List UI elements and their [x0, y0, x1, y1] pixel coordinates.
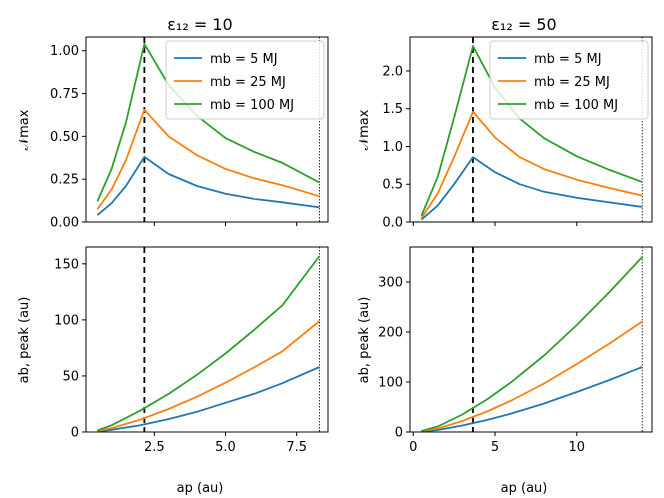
ytick-label: 0.25	[50, 173, 79, 188]
xtick-label: 5.0	[215, 440, 236, 455]
ytick-label: 150	[54, 257, 79, 272]
legend-label: mb = 100 MJ	[534, 98, 618, 113]
legend-box	[165, 40, 325, 120]
title-left: ε₁₂ = 10	[167, 15, 232, 34]
xtick-label: 7.5	[286, 440, 307, 455]
series-line-3	[97, 255, 321, 432]
ytick-label: 50	[62, 369, 79, 384]
plot-frame	[85, 246, 329, 433]
series-line-2	[420, 110, 643, 219]
ylabel-top-left: 𝒩max	[17, 109, 32, 150]
title-right: ε₁₂ = 50	[491, 15, 556, 34]
ytick-label: 0.0	[382, 216, 403, 231]
xtick-label: 0	[409, 440, 417, 455]
legend-label: mb = 5 MJ	[210, 52, 278, 67]
panel-bottom-left: 0 50 100 150 2.5 5.0 7.5	[54, 246, 329, 455]
ytick-label: 1.0	[382, 140, 403, 155]
series-line-1	[420, 156, 643, 221]
series-line-1	[96, 155, 320, 216]
ylabel-bottom-left: ab, peak (au)	[17, 297, 32, 384]
ytick-label: 100	[54, 313, 79, 328]
legend: mb = 5 MJ mb = 25 MJ mb = 100 MJ	[489, 40, 649, 120]
ytick-label: 0.75	[50, 87, 79, 102]
legend-label: mb = 100 MJ	[210, 98, 294, 113]
xtick-label: 5	[491, 440, 499, 455]
xtick-label: 10	[569, 440, 586, 455]
ytick-label: 200	[378, 326, 403, 341]
legend: mb = 5 MJ mb = 25 MJ mb = 100 MJ	[165, 40, 325, 120]
panel-bottom-right: 0 100 200 300 0 5 10	[378, 246, 653, 455]
ylabel-top-right: 𝒩max	[357, 109, 372, 150]
series-line-2	[97, 320, 321, 432]
legend-box	[489, 40, 649, 120]
ytick-label: 0	[395, 426, 403, 441]
legend-label: mb = 25 MJ	[534, 75, 610, 90]
plot-frame	[409, 246, 653, 433]
legend-label: mb = 5 MJ	[534, 52, 602, 67]
ytick-label: 0.50	[50, 130, 79, 145]
ytick-label: 2.0	[382, 64, 403, 79]
xlabel-left: ap (au)	[177, 481, 224, 496]
series-line-2	[421, 320, 643, 433]
panel-top-right: 0.0 0.5 1.0 1.5 2.0 mb = 5 MJ mb = 25 MJ mb = 1…	[382, 36, 653, 231]
legend-label: mb = 25 MJ	[210, 75, 286, 90]
ytick-label: 0.5	[382, 178, 403, 193]
series-line-1	[97, 366, 320, 433]
series-line-2	[96, 108, 320, 210]
ytick-label: 300	[378, 276, 403, 291]
ytick-label: 1.5	[382, 102, 403, 117]
series-line-1	[421, 366, 643, 433]
plot-frame	[409, 36, 653, 223]
ytick-label: 0.00	[50, 216, 79, 231]
plot-frame	[85, 36, 329, 223]
xlabel-right: ap (au)	[501, 481, 548, 496]
xtick-label: 2.5	[144, 440, 165, 455]
ylabel-bottom-right: ab, peak (au)	[357, 297, 372, 384]
ytick-label: 1.00	[50, 44, 79, 59]
series-line-3	[421, 256, 643, 432]
ytick-label: 0	[71, 426, 79, 441]
ytick-label: 100	[378, 376, 403, 391]
